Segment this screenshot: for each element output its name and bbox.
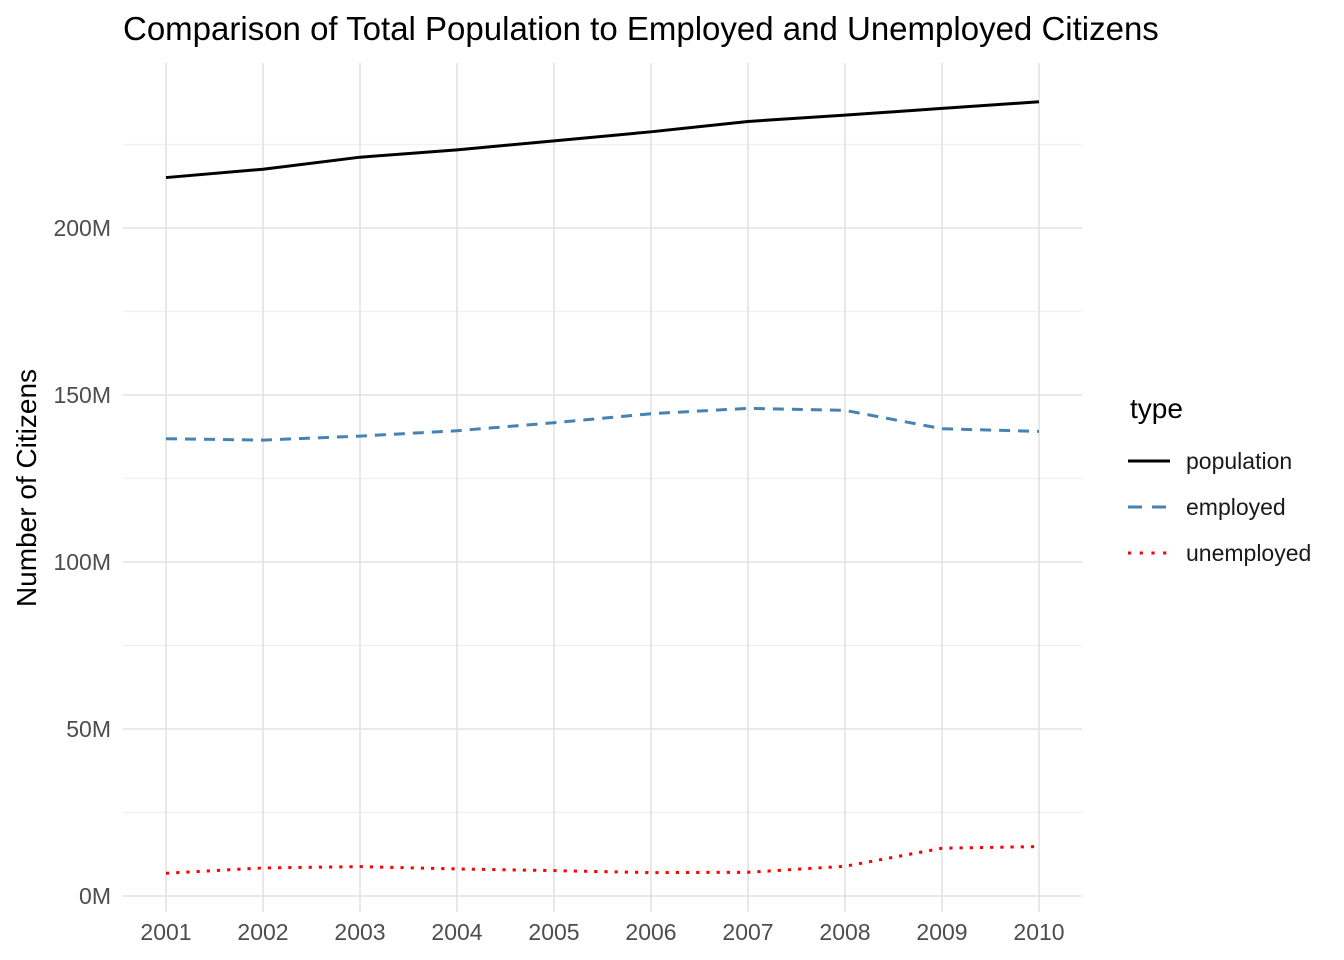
legend: type population employed unemployed: [1128, 392, 1338, 576]
legend-item-population: population: [1128, 438, 1338, 484]
y-tick-label: 100M: [53, 549, 111, 575]
legend-key-population-icon: [1128, 459, 1170, 463]
x-tick-label: 2004: [431, 919, 483, 945]
gridlines-major: [123, 63, 1082, 912]
y-tick-label: 0M: [79, 883, 111, 909]
x-tick-label: 2006: [625, 919, 677, 945]
legend-item-employed: employed: [1128, 484, 1338, 530]
chart-title: Comparison of Total Population to Employ…: [123, 10, 1159, 47]
legend-title: type: [1130, 393, 1183, 424]
legend-key-employed-icon: [1128, 505, 1170, 509]
line-employed: [165, 406, 1040, 442]
legend-items: population employed unemployed: [1128, 438, 1338, 576]
plot-panel: [123, 63, 1082, 912]
plot-area: [123, 63, 1082, 912]
legend-key-unemployed-icon: [1128, 551, 1170, 555]
line-unemployed: [165, 845, 1040, 875]
x-tick-label: 2002: [237, 919, 289, 945]
x-tick-label: 2001: [140, 919, 192, 945]
x-tick-label: 2007: [722, 919, 774, 945]
y-tick-label: 50M: [66, 716, 111, 742]
legend-label: population: [1186, 447, 1293, 474]
legend-label: unemployed: [1186, 539, 1312, 566]
x-tick-label: 2009: [916, 919, 968, 945]
line-population: [165, 100, 1040, 180]
x-tick-label: 2003: [334, 919, 386, 945]
legend-label: employed: [1186, 493, 1286, 520]
y-tick-label: 150M: [53, 382, 111, 408]
gridlines-minor: [123, 143, 1082, 814]
x-tick-label: 2010: [1013, 919, 1065, 945]
x-tick-label: 2005: [528, 919, 580, 945]
y-tick-label: 200M: [53, 215, 111, 241]
legend-item-unemployed: unemployed: [1128, 530, 1338, 576]
x-tick-label: 2008: [819, 919, 871, 945]
